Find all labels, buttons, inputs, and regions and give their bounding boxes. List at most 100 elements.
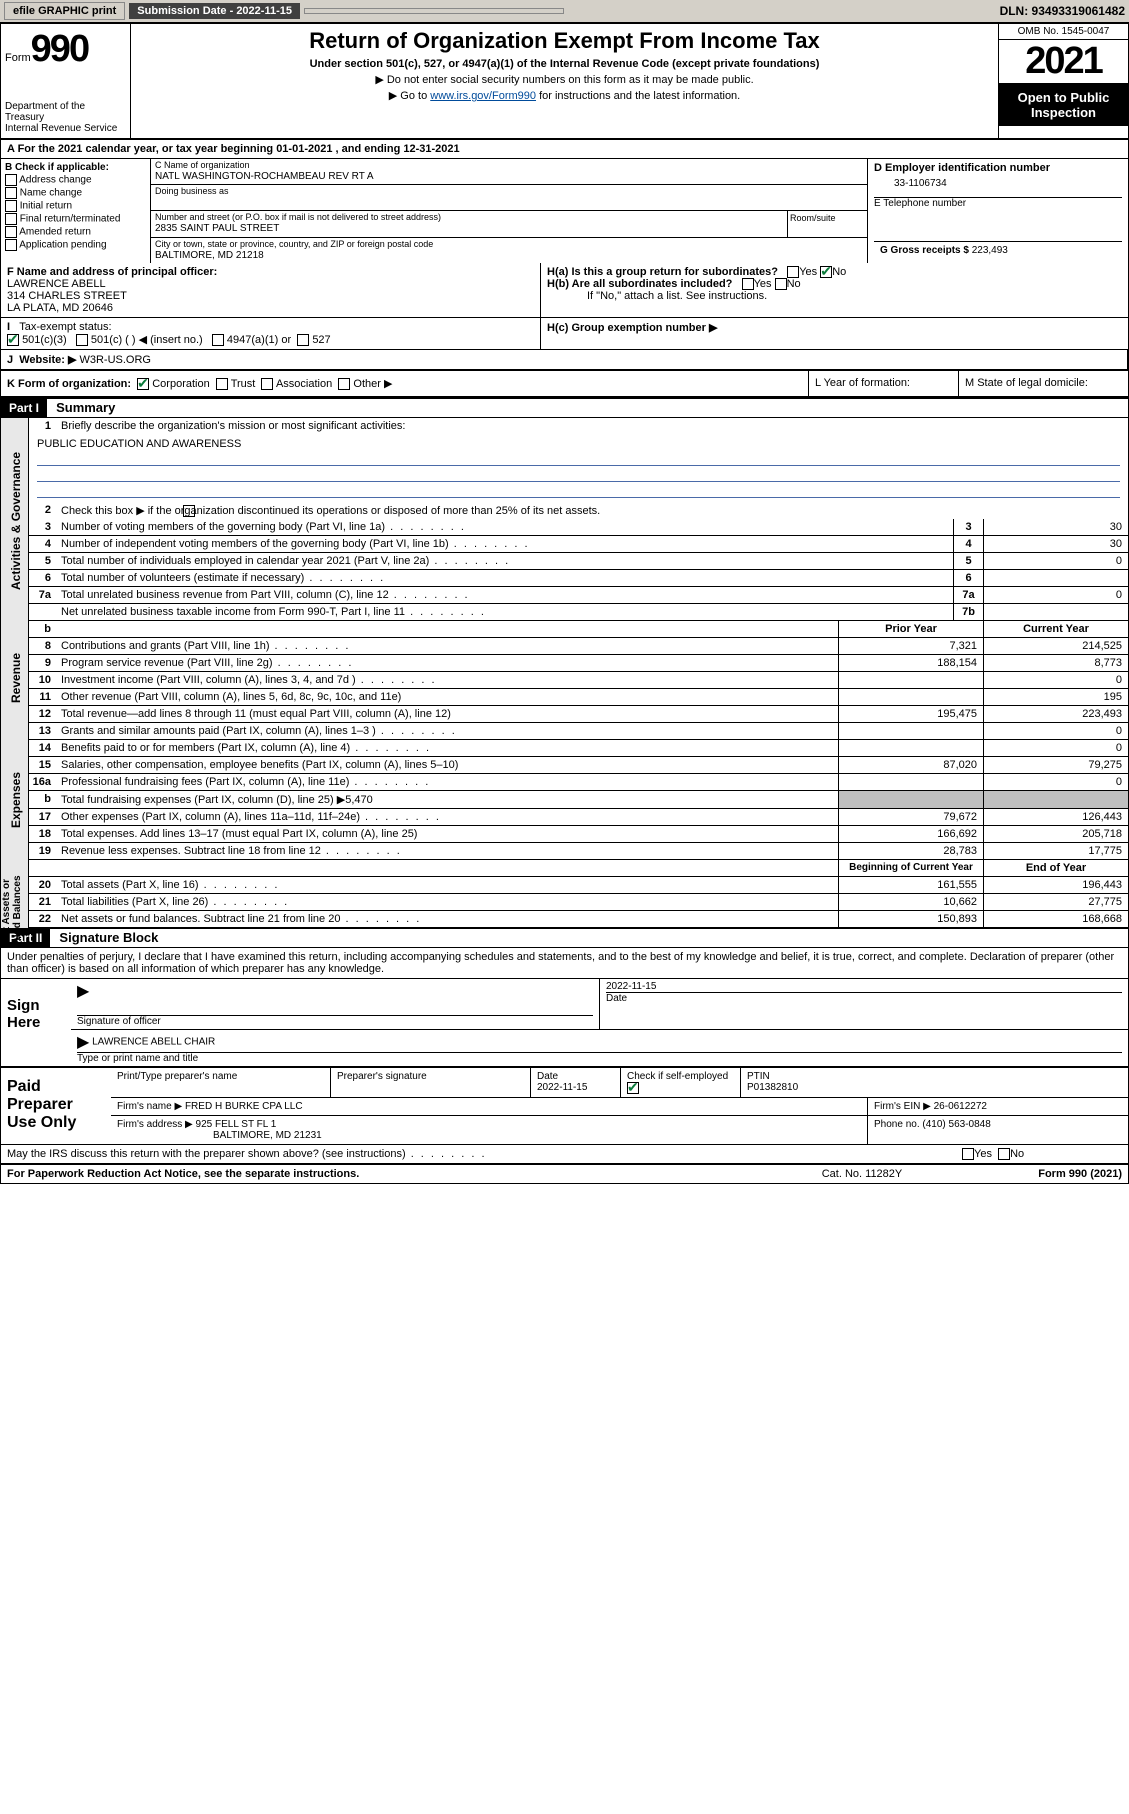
irs-label: Internal Revenue Service (5, 123, 126, 134)
line16a-curr: 0 (983, 774, 1128, 790)
form-note1: ▶ Do not enter social security numbers o… (139, 73, 990, 86)
efile-button[interactable]: efile GRAPHIC print (4, 2, 125, 20)
vlabel-activities: Activities & Governance (9, 480, 23, 590)
firm-phone: (410) 563-0848 (922, 1119, 990, 1130)
beg-year-hdr: Beginning of Current Year (838, 860, 983, 876)
form-note2: ▶ Go to www.irs.gov/Form990 for instruct… (139, 89, 990, 102)
line2-text: Check this box ▶ if the organization dis… (57, 502, 1128, 519)
form-container: Form990 Department of the Treasury Inter… (0, 23, 1129, 1184)
chk-assoc[interactable] (261, 378, 273, 390)
chk-self-employed[interactable] (627, 1082, 639, 1094)
line11-text: Other revenue (Part VIII, column (A), li… (57, 689, 838, 705)
org-name: NATL WASHINGTON-ROCHAMBEAU REV RT A (151, 171, 867, 184)
ein-value: 33-1106734 (874, 178, 1122, 189)
form-title: Return of Organization Exempt From Incom… (139, 28, 990, 54)
line22-text: Net assets or fund balances. Subtract li… (57, 911, 838, 927)
cat-no: Cat. No. 11282Y (762, 1168, 962, 1180)
dba-label: Doing business as (151, 185, 867, 197)
mission-text: PUBLIC EDUCATION AND AWARENESS (37, 438, 241, 450)
line16b-text: Total fundraising expenses (Part IX, col… (57, 791, 838, 808)
penalty-statement: Under penalties of perjury, I declare th… (1, 948, 1128, 979)
box-j: J Website: ▶ W3R-US.ORG (1, 350, 1128, 369)
dept-label: Department of the Treasury (5, 101, 126, 123)
box-b-label: B Check if applicable: (5, 162, 146, 173)
chk-amended[interactable]: Amended return (5, 226, 146, 238)
chk-discuss-yes[interactable] (962, 1148, 974, 1160)
mission-box: PUBLIC EDUCATION AND AWARENESS (29, 434, 1128, 502)
vlabel-revenue: Revenue (9, 623, 23, 733)
preparer-name-label: Print/Type preparer's name (111, 1068, 331, 1097)
addr-label: Number and street (or P.O. box if mail i… (151, 211, 787, 223)
line9-curr: 8,773 (983, 655, 1128, 671)
box-deg: D Employer identification number 33-1106… (868, 159, 1128, 263)
pra-notice: For Paperwork Reduction Act Notice, see … (7, 1168, 762, 1180)
box-b: B Check if applicable: Address change Na… (1, 159, 151, 263)
line6-val (983, 570, 1128, 586)
chk-other[interactable] (338, 378, 350, 390)
line1-text: Briefly describe the organization's miss… (57, 418, 1128, 434)
line21-end: 27,775 (983, 894, 1128, 910)
discuss-text: May the IRS discuss this return with the… (7, 1148, 962, 1160)
chk-4947[interactable] (212, 334, 224, 346)
street-address: 2835 SAINT PAUL STREET (151, 223, 787, 237)
note2-post: for instructions and the latest informat… (536, 90, 740, 102)
line4-val: 30 (983, 536, 1128, 552)
chk-discuss-no[interactable] (998, 1148, 1010, 1160)
firm-name: FRED H BURKE CPA LLC (185, 1101, 303, 1112)
row-fh: F Name and address of principal officer:… (1, 263, 1128, 318)
blank-button (304, 8, 564, 14)
line8-prior: 7,321 (838, 638, 983, 654)
gross-label: G Gross receipts $ (880, 245, 969, 256)
line10-curr: 0 (983, 672, 1128, 688)
city-state-zip: BALTIMORE, MD 21218 (151, 250, 867, 263)
irs-link[interactable]: www.irs.gov/Form990 (430, 90, 536, 102)
line18-text: Total expenses. Add lines 13–17 (must eq… (57, 826, 838, 842)
box-i: I Tax-exempt status: 501(c)(3) 501(c) ( … (1, 318, 541, 349)
website-value: W3R-US.ORG (79, 354, 151, 366)
line16b-prior (838, 791, 983, 808)
part2-title: Signature Block (53, 928, 164, 947)
chk-name[interactable]: Name change (5, 187, 146, 199)
form-subtitle: Under section 501(c), 527, or 4947(a)(1)… (139, 58, 990, 70)
line8-curr: 214,525 (983, 638, 1128, 654)
sign-date-label: Date (606, 992, 1122, 1004)
chk-501c[interactable] (76, 334, 88, 346)
vlabel-netassets: Net Assets orFund Balances (1, 856, 23, 966)
box-m: M State of legal domicile: (958, 371, 1128, 396)
section-bcde: B Check if applicable: Address change Na… (1, 159, 1128, 263)
gross-value: 223,493 (972, 245, 1008, 256)
line20-end: 196,443 (983, 877, 1128, 893)
org-name-label: C Name of organization (151, 159, 867, 171)
line16a-text: Professional fundraising fees (Part IX, … (57, 774, 838, 790)
officer-name: LAWRENCE ABELL (7, 278, 534, 290)
line3-val: 30 (983, 519, 1128, 535)
chk-corp[interactable] (137, 378, 149, 390)
officer-label: F Name and address of principal officer: (7, 266, 534, 278)
footer-row: For Paperwork Reduction Act Notice, see … (1, 1165, 1128, 1183)
dln-label: DLN: 93493319061482 (1000, 4, 1125, 18)
signer-name: LAWRENCE ABELL CHAIR (92, 1037, 215, 1048)
chk-trust[interactable] (216, 378, 228, 390)
box-l: L Year of formation: (808, 371, 958, 396)
ptin-value: P01382810 (747, 1082, 798, 1093)
line20-beg: 161,555 (838, 877, 983, 893)
preparer-sig-label: Preparer's signature (331, 1068, 531, 1097)
chk-final[interactable]: Final return/terminated (5, 213, 146, 225)
line13-curr: 0 (983, 723, 1128, 739)
chk-initial[interactable]: Initial return (5, 200, 146, 212)
chk-pending[interactable]: Application pending (5, 239, 146, 251)
box-k: K Form of organization: Corporation Trus… (1, 371, 808, 396)
line7a-text: Total unrelated business revenue from Pa… (57, 587, 953, 603)
paid-preparer-label: Paid Preparer Use Only (1, 1068, 111, 1144)
chk-discontinued[interactable] (183, 505, 195, 517)
line14-prior (838, 740, 983, 756)
chk-address[interactable]: Address change (5, 174, 146, 186)
sign-here-block: Sign Here ▶ Signature of officer 2022-11… (1, 979, 1128, 1067)
form-number: 990 (31, 28, 88, 70)
paid-preparer-block: Paid Preparer Use Only Print/Type prepar… (1, 1067, 1128, 1144)
line3-text: Number of voting members of the governin… (57, 519, 953, 535)
line13-text: Grants and similar amounts paid (Part IX… (57, 723, 838, 739)
chk-527[interactable] (297, 334, 309, 346)
chk-501c3[interactable] (7, 334, 19, 346)
line11-curr: 195 (983, 689, 1128, 705)
